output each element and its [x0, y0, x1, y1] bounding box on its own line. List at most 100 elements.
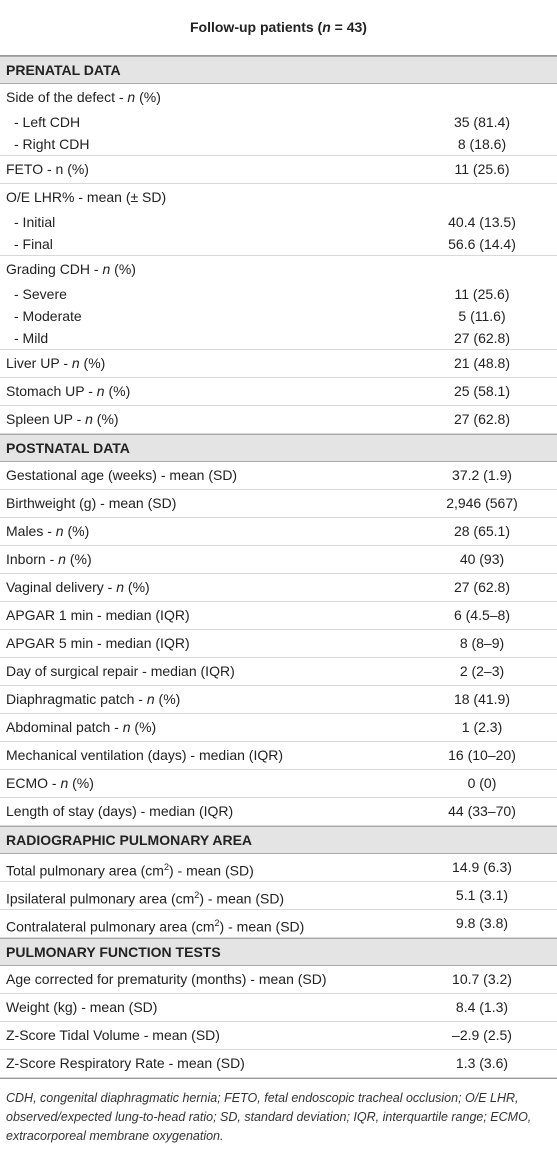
table-row: Weight (kg) - mean (SD) 8.4 (1.3) — [0, 994, 557, 1021]
row-group: Liver UP - n (%) 21 (48.8) — [0, 350, 557, 378]
row-value — [407, 184, 557, 211]
row-group: Spleen UP - n (%) 27 (62.8) — [0, 406, 557, 434]
text: Follow-up patients ( — [190, 19, 323, 35]
text: (%) — [130, 719, 157, 735]
text: Birthweight (g) - mean (SD) — [6, 495, 177, 511]
row-value: 56.6 (14.4) — [448, 236, 516, 252]
table-row: Side of the defect - n (%) — [0, 84, 557, 111]
text: O/E LHR% - mean (± SD) — [6, 189, 167, 205]
italic-text: n — [96, 383, 105, 399]
table-row: Z-Score Tidal Volume - mean (SD) –2.9 (2.… — [0, 1022, 557, 1049]
row-value: 1 (2.3) — [461, 719, 503, 735]
row-value: 40 (93) — [459, 551, 505, 567]
row-value: 16 (10–20) — [448, 747, 516, 763]
text: Ipsilateral pulmonary area (cm — [6, 890, 195, 907]
row-label: Age corrected for prematurity (months) -… — [0, 966, 407, 993]
row-label: APGAR 5 min - median (IQR) — [0, 630, 407, 657]
text: (%) — [110, 261, 136, 277]
text: Inborn - — [6, 551, 59, 567]
row-value: 25 (58.1) — [453, 383, 511, 399]
row-group: Ipsilateral pulmonary area (cm2) - mean … — [0, 882, 557, 910]
text: Males - — [6, 523, 56, 539]
row-group: Contralateral pulmonary area (cm2) - mea… — [0, 910, 557, 938]
row-label: - Final — [0, 233, 407, 255]
row-value — [407, 84, 557, 111]
row-label: Contralateral pulmonary area (cm2) - mea… — [0, 910, 407, 937]
text: - Mild — [14, 330, 49, 346]
italic-text: n — [71, 355, 80, 371]
italic-text: n — [55, 523, 64, 539]
table-row: Ipsilateral pulmonary area (cm2) - mean … — [0, 882, 557, 909]
table-row: Age corrected for prematurity (months) -… — [0, 966, 557, 993]
row-group: Z-Score Respiratory Rate - mean (SD) 1.3 … — [0, 1050, 557, 1078]
row-value: 27 (62.8) — [453, 579, 511, 595]
text: Total pulmonary area (cm — [6, 862, 164, 879]
text: Liver UP - — [6, 355, 72, 371]
text: Abdominal patch - — [6, 719, 123, 735]
italic-text: n — [60, 775, 69, 791]
text: (%) — [135, 89, 161, 105]
text: (%) — [79, 355, 106, 371]
italic-text: n — [85, 411, 93, 427]
text: (%) — [124, 579, 150, 595]
row-label: Total pulmonary area (cm2) - mean (SD) — [0, 854, 407, 881]
text: Contralateral pulmonary area (cm — [6, 918, 215, 935]
row-label: Grading CDH - n (%) — [0, 256, 407, 283]
row-value: 5.1 (3.1) — [455, 887, 509, 903]
row-label: Males - n (%) — [0, 518, 407, 545]
table-row: Birthweight (g) - mean (SD) 2,946 (567) — [0, 490, 557, 517]
text: Day of surgical repair - median (IQR) — [6, 663, 235, 679]
table-header: Follow-up patients (n = 43) — [0, 0, 557, 56]
row-label: Length of stay (days) - median (IQR) — [0, 798, 407, 825]
table-row: Mechanical ventilation (days) - median (… — [0, 742, 557, 769]
row-label: Mechanical ventilation (days) - median (… — [0, 742, 407, 769]
row-value: 21 (48.8) — [453, 355, 511, 371]
text: Grading CDH - — [6, 261, 103, 277]
row-label: Birthweight (g) - mean (SD) — [0, 490, 407, 517]
text: Z-Score Tidal Volume - mean (SD) — [6, 1027, 220, 1043]
italic-text: n — [146, 691, 155, 707]
row-group: Day of surgical repair - median (IQR) 2 (… — [0, 658, 557, 686]
row-label: APGAR 1 min - median (IQR) — [0, 602, 407, 629]
row-value: 11 (25.6) — [454, 286, 510, 302]
italic-text: n — [58, 551, 66, 567]
table-row: Vaginal delivery - n (%) 27 (62.8) — [0, 574, 557, 601]
row-label: Ipsilateral pulmonary area (cm2) - mean … — [0, 882, 407, 909]
superscript: 2 — [163, 862, 169, 872]
text: - Left CDH — [14, 114, 81, 130]
row-value: 8 (8–9) — [459, 635, 505, 651]
section-header: PRENATAL DATA — [0, 56, 557, 84]
row-label: Abdominal patch - n (%) — [0, 714, 407, 741]
table-row: Spleen UP - n (%) 27 (62.8) — [0, 406, 557, 433]
row-value: –2.9 (2.5) — [452, 1027, 512, 1043]
section-header: PULMONARY FUNCTION TESTS — [0, 938, 557, 966]
text: ECMO - — [6, 775, 61, 791]
italic-text: n — [322, 19, 331, 35]
row-value: 28 (65.1) — [453, 523, 511, 539]
text: (%) — [68, 775, 94, 791]
text: ) - mean (SD) — [219, 918, 305, 935]
row-label: Side of the defect - n (%) — [0, 84, 407, 111]
row-group: Birthweight (g) - mean (SD) 2,946 (567) — [0, 490, 557, 518]
text: FETO - n (%) — [6, 161, 89, 177]
row-value: 2,946 (567) — [446, 495, 518, 511]
table-row: Diaphragmatic patch - n (%) 18 (41.9) — [0, 686, 557, 713]
row-label: - Severe — [0, 283, 407, 305]
text: Length of stay (days) - median (IQR) — [6, 803, 234, 819]
text: APGAR 1 min - median (IQR) — [6, 607, 190, 623]
row-label: - Initial — [0, 211, 407, 233]
text: Mechanical ventilation (days) - median (… — [6, 747, 283, 763]
text: - Moderate — [14, 308, 82, 324]
sub-row: - Final 56.6 (14.4) — [0, 233, 557, 255]
row-group: Mechanical ventilation (days) - median (… — [0, 742, 557, 770]
row-group: Gestational age (weeks) - mean (SD) 37.2 … — [0, 462, 557, 490]
text: - Severe — [14, 286, 67, 302]
row-value: 27 (62.8) — [453, 330, 511, 346]
row-value: 37.2 (1.9) — [452, 467, 512, 483]
table-row: Stomach UP - n (%) 25 (58.1) — [0, 378, 557, 405]
row-value: 44 (33–70) — [448, 803, 516, 819]
row-group: FETO - n (%) 11 (25.6) — [0, 156, 557, 184]
text: (%) — [63, 523, 90, 539]
row-label: Liver UP - n (%) — [0, 350, 407, 377]
row-value: 6 (4.5–8) — [453, 607, 511, 623]
